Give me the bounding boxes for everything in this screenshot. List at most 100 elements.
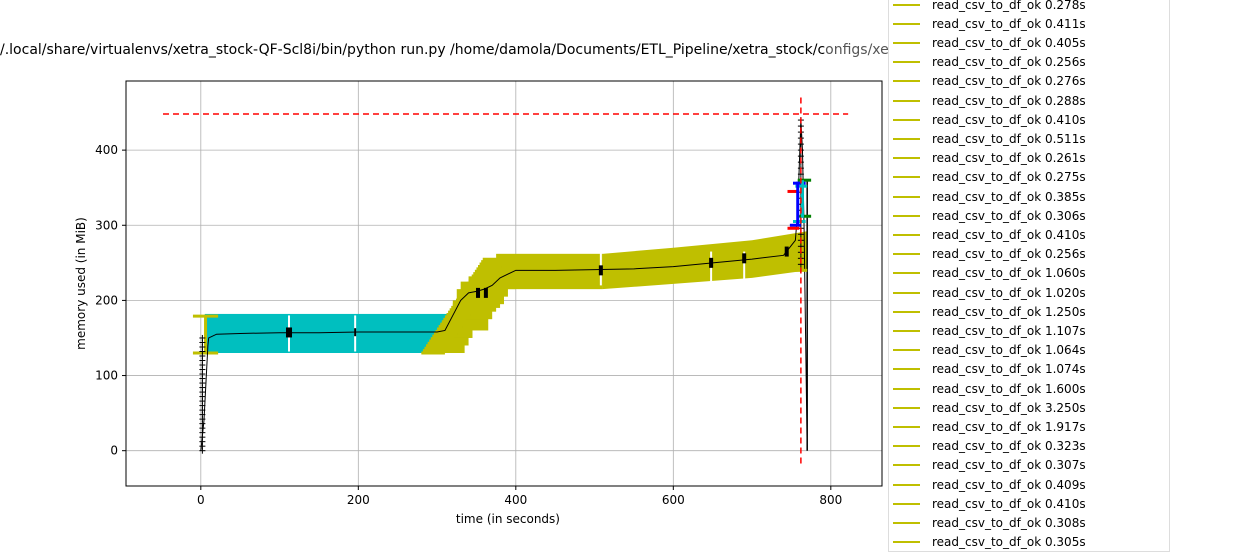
legend-label: read_csv_to_df_ok 0.411s [932,16,1086,31]
legend-swatch [893,329,920,332]
legend-label: read_csv_to_df_ok 1.600s [932,381,1086,396]
read-csv-block [496,253,603,290]
title-left: /.local/share/virtualenvs/xetra_stock-QF… [0,42,826,58]
legend-label: read_csv_to_df_ok 1.060s [932,266,1086,281]
legend-label: read_csv_to_df_ok 0.305s [932,535,1086,550]
legend-swatch [893,118,920,121]
legend-label: read_csv_to_df_ok 0.405s [932,35,1086,50]
legend-swatch [893,445,920,448]
legend-label: read_csv_to_df_ok 0.288s [932,93,1086,108]
legend-item: read_csv_to_df_ok 0.308s [889,513,1086,532]
y-tick-label: 300 [95,218,118,232]
legend-item: read_csv_to_df_ok 1.917s [889,417,1086,436]
y-tick-label: 400 [95,143,118,157]
legend-label: read_csv_to_df_ok 1.107s [932,323,1086,338]
y-axis-label: memory used (in MiB) [74,217,88,350]
legend-item: read_csv_to_df_ok 0.275s [889,168,1086,187]
legend-item: read_csv_to_df_ok 0.276s [889,72,1086,91]
read-csv-marker [742,253,747,264]
legend-label: read_csv_to_df_ok 0.409s [932,477,1086,492]
legend-swatch [893,272,920,275]
legend-label: read_csv_to_df_ok 0.410s [932,227,1086,242]
read-csv-marker [483,287,488,298]
legend-label: read_csv_to_df_ok 1.064s [932,343,1086,358]
legend-swatch [893,521,920,524]
legend-item: read_csv_to_df_ok 0.256s [889,245,1086,264]
legend-item: read_csv_to_df_ok 0.409s [889,475,1086,494]
legend-label: read_csv_to_df_ok 0.511s [932,131,1086,146]
legend-item: read_csv_to_df_ok 0.278s [889,0,1086,14]
legend-label: read_csv_to_df_ok 1.250s [932,304,1086,319]
legend: read_csv_to_df_ok 0.278s read_csv_to_df_o… [888,0,1170,552]
legend-swatch [893,483,920,486]
legend-swatch [893,195,920,198]
y-tick-label: 100 [95,369,118,383]
x-tick-label: 400 [504,493,527,507]
memory-trace [200,120,808,451]
legend-item: read_csv_to_df_ok 1.060s [889,264,1086,283]
read-csv-marker [476,287,481,298]
legend-label: read_csv_to_df_ok 1.020s [932,285,1086,300]
legend-swatch [893,368,920,371]
legend-swatch [893,291,920,294]
legend-label: read_csv_to_df_ok 0.385s [932,189,1086,204]
legend-swatch [893,425,920,428]
legend-label: read_csv_to_df_ok 0.307s [932,458,1086,473]
legend-label: read_csv_to_df_ok 0.410s [932,112,1086,127]
legend-label: read_csv_to_df_ok 0.278s [932,0,1086,12]
legend-item: read_csv_to_df_ok 0.305s [889,533,1086,551]
legend-swatch [893,502,920,505]
legend-swatch [893,233,920,236]
legend-swatch [893,41,920,44]
legend-swatch [893,541,920,544]
legend-swatch [893,176,920,179]
legend-item: read_csv_to_df_ok 3.250s [889,398,1086,417]
legend-swatch [893,157,920,160]
legend-label: read_csv_to_df_ok 0.261s [932,151,1086,166]
legend-swatch [893,99,920,102]
legend-item: read_csv_to_df_ok 1.064s [889,341,1086,360]
y-tick-label: 0 [110,444,118,458]
legend-item: read_csv_to_df_ok 0.385s [889,187,1086,206]
legend-item: read_csv_to_df_ok 0.511s [889,129,1086,148]
memory-plot: 0 200 400 600 800 0 100 200 300 400 time (in secon… [74,80,883,526]
legend-item: read_csv_to_df_ok 0.410s [889,110,1086,129]
read-csv-marker [598,265,603,276]
legend-label: read_csv_to_df_ok 0.275s [932,170,1086,185]
legend-item: read_csv_to_df_ok 0.411s [889,14,1086,33]
axes-frame [125,80,883,487]
legend-label: read_csv_to_df_ok 0.256s [932,247,1086,262]
read-csv-block [602,231,808,290]
legend-item: read_csv_to_df_ok 1.107s [889,321,1086,340]
legend-label: read_csv_to_df_ok 0.308s [932,515,1086,530]
x-tick-label: 200 [347,493,370,507]
legend-swatch [893,80,920,83]
legend-swatch [893,61,920,64]
legend-item: read_csv_to_df_ok 0.323s [889,437,1086,456]
legend-item: read_csv_to_df_ok 0.410s [889,494,1086,513]
x-tick-label: 800 [819,493,842,507]
legend-label: read_csv_to_df_ok 1.917s [932,419,1086,434]
legend-label: read_csv_to_df_ok 1.074s [932,362,1086,377]
legend-item: read_csv_to_df_ok 1.074s [889,360,1086,379]
x-tick-label: 600 [662,493,685,507]
legend-swatch [893,406,920,409]
legend-item: read_csv_to_df_ok 0.256s [889,53,1086,72]
legend-label: read_csv_to_df_ok 3.250s [932,400,1086,415]
legend-label: read_csv_to_df_ok 0.410s [932,496,1086,511]
legend-item: read_csv_to_df_ok 0.306s [889,206,1086,225]
legend-item: read_csv_to_df_ok 0.307s [889,456,1086,475]
y-tick-label: 200 [95,293,118,307]
legend-item: read_csv_to_df_ok 0.410s [889,225,1086,244]
legend-swatch [893,3,920,6]
x-tick-label: 0 [197,493,205,507]
legend-item: read_csv_to_df_ok 1.250s [889,302,1086,321]
legend-label: read_csv_to_df_ok 0.276s [932,74,1086,89]
legend-swatch [893,310,920,313]
legend-item: read_csv_to_df_ok 0.261s [889,149,1086,168]
x-axis-label: time (in seconds) [456,512,560,526]
legend-label: read_csv_to_df_ok 0.256s [932,55,1086,70]
legend-swatch [893,214,920,217]
legend-label: read_csv_to_df_ok 0.306s [932,208,1086,223]
legend-item: read_csv_to_df_ok 0.288s [889,91,1086,110]
